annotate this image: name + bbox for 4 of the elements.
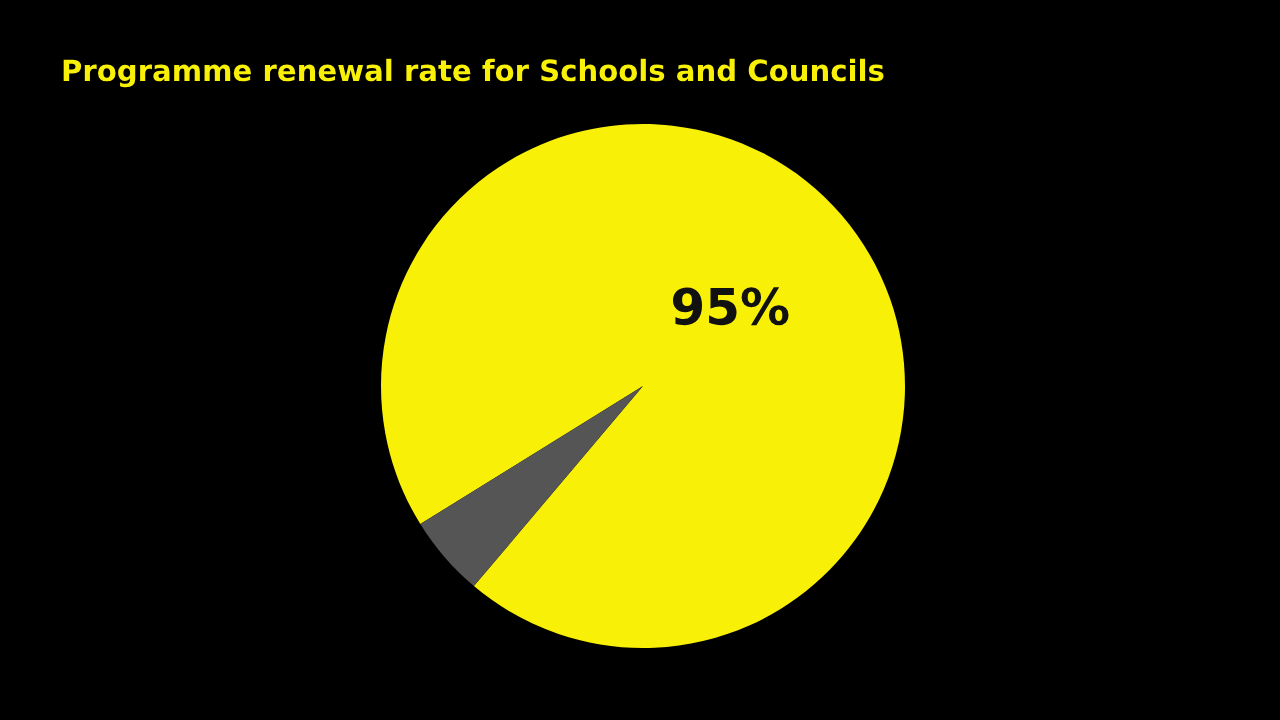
pie-slice: [381, 124, 905, 648]
data-label: 95%: [673, 287, 789, 326]
chart-title: Programme renewal rate for Schools and Councils: [63, 58, 884, 88]
pie-slice: [420, 386, 643, 587]
